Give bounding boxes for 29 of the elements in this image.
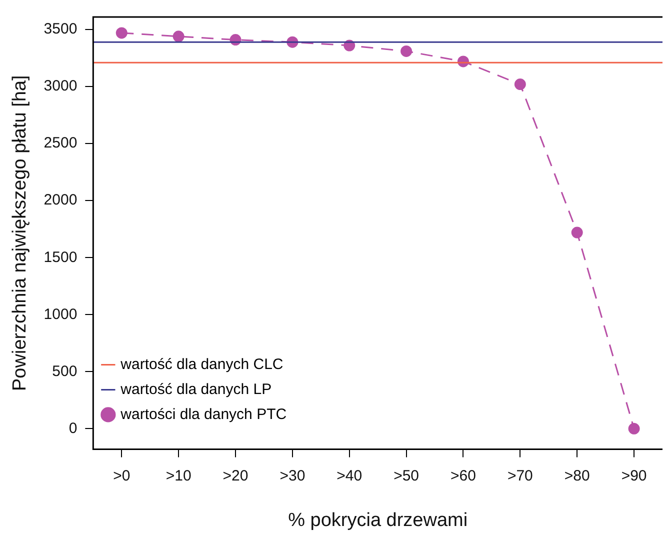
y-tick-label: 2000 bbox=[44, 192, 78, 209]
point bbox=[116, 27, 128, 39]
x-tick-label: >10 bbox=[166, 467, 192, 484]
y-tick-label: 1000 bbox=[44, 306, 78, 323]
legend-label: wartości dla danych PTC bbox=[120, 406, 287, 423]
y-tick-label: 3500 bbox=[44, 20, 78, 38]
x-tick-label: >30 bbox=[280, 467, 306, 484]
x-tick-label: >20 bbox=[222, 467, 248, 484]
x-tick-label: >80 bbox=[564, 467, 590, 484]
x-tick-label: >60 bbox=[450, 467, 476, 484]
x-tick-label: >50 bbox=[394, 467, 420, 484]
y-tick-label: 0 bbox=[68, 420, 78, 437]
point bbox=[514, 78, 526, 90]
x-tick-label: >0 bbox=[113, 467, 130, 484]
legend-label: wartość dla danych LP bbox=[120, 380, 272, 398]
x-tick-label: >40 bbox=[336, 467, 362, 484]
y-tick-label: 2500 bbox=[44, 134, 78, 152]
x-axis-title: % pokrycia drzewami bbox=[288, 510, 468, 531]
y-tick-label: 1500 bbox=[44, 248, 78, 266]
point bbox=[628, 422, 640, 434]
y-tick-label: 500 bbox=[52, 362, 78, 380]
y-axis-title: Powierzchnia największego płatu [ha] bbox=[10, 75, 31, 391]
point bbox=[571, 226, 583, 238]
x-tick-label: >70 bbox=[507, 467, 533, 484]
legend-label: wartość dla danych CLC bbox=[120, 356, 284, 373]
point bbox=[172, 30, 184, 42]
point bbox=[400, 45, 412, 57]
x-tick-label: >90 bbox=[621, 467, 647, 484]
y-tick-label: 3000 bbox=[44, 78, 78, 95]
